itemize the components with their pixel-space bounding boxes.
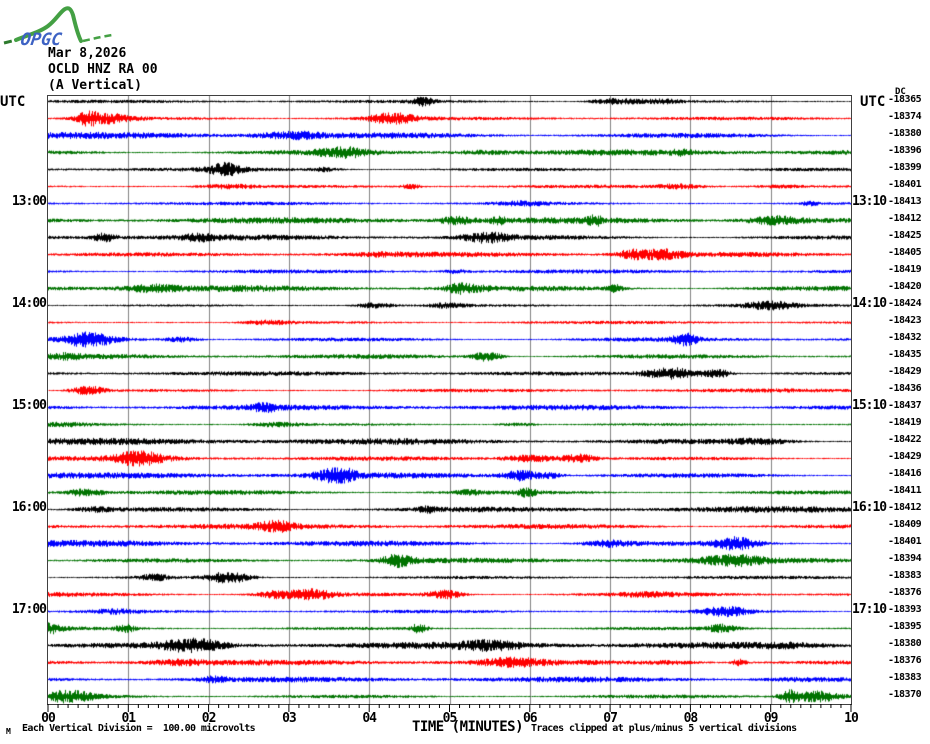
x-axis-label: 06 bbox=[522, 711, 538, 726]
left-hour-label: 14:00 bbox=[11, 296, 47, 311]
dc-value: -18365 bbox=[888, 94, 922, 105]
dc-value: -18419 bbox=[888, 417, 922, 428]
left-hour-label: 17:00 bbox=[11, 602, 47, 617]
dc-value: -18422 bbox=[888, 434, 922, 445]
dc-value: -18374 bbox=[888, 111, 922, 122]
clip-note: Traces clipped at plus/minus 5 vertical … bbox=[531, 723, 797, 734]
dc-value: -18383 bbox=[888, 570, 922, 581]
logo-mountain-left-dash bbox=[3, 38, 17, 45]
dc-value: -18423 bbox=[888, 315, 922, 326]
right-hour-label: 14:10 bbox=[852, 296, 887, 311]
dc-value: -18437 bbox=[888, 400, 922, 411]
dc-value: -18409 bbox=[888, 519, 922, 530]
dc-value: -18436 bbox=[888, 383, 922, 394]
x-axis-label: 09 bbox=[763, 711, 779, 726]
dc-value: -18394 bbox=[888, 553, 922, 564]
dc-value: -18413 bbox=[888, 196, 922, 207]
header-component: (A Vertical) bbox=[48, 78, 142, 93]
dc-value: -18380 bbox=[888, 638, 922, 649]
dc-value: -18412 bbox=[888, 502, 922, 513]
dc-value: -18376 bbox=[888, 655, 922, 666]
header-station: OCLD HNZ RA 00 bbox=[48, 62, 158, 77]
header-date: Mar 8,2026 bbox=[48, 46, 127, 61]
dc-value: -18429 bbox=[888, 366, 922, 377]
dc-value: -18405 bbox=[888, 247, 922, 258]
x-axis-label: 02 bbox=[201, 711, 217, 726]
logo-mountain-curve bbox=[14, 6, 83, 43]
dc-value: -18425 bbox=[888, 230, 922, 241]
right-hour-label: 15:10 bbox=[852, 398, 887, 413]
dc-value: -18411 bbox=[888, 485, 922, 496]
x-axis-label: 05 bbox=[442, 711, 458, 726]
x-axis-label: 10 bbox=[844, 711, 859, 726]
dc-value: -18424 bbox=[888, 298, 922, 309]
left-hour-label: 13:00 bbox=[11, 194, 47, 209]
dc-value: -18429 bbox=[888, 451, 922, 462]
dc-value: -18401 bbox=[888, 536, 922, 547]
logo-text: OPGC bbox=[19, 30, 63, 50]
dc-value: -18420 bbox=[888, 281, 922, 292]
dc-value: -18435 bbox=[888, 349, 922, 360]
utc-label-right: UTC bbox=[860, 94, 886, 110]
dc-value: -18401 bbox=[888, 179, 922, 190]
dc-value: -18399 bbox=[888, 162, 922, 173]
dc-value: -18376 bbox=[888, 587, 922, 598]
dc-value: -18419 bbox=[888, 264, 922, 275]
plot-area bbox=[47, 95, 852, 705]
logo-mountain-right-dash bbox=[82, 33, 113, 43]
opgc-logo: OPGC bbox=[3, 6, 113, 50]
right-hour-label: 17:10 bbox=[852, 602, 887, 617]
left-hour-label: 15:00 bbox=[11, 398, 47, 413]
dc-value: -18383 bbox=[888, 672, 922, 683]
x-axis-label: 08 bbox=[683, 711, 699, 726]
dc-value: -18380 bbox=[888, 128, 922, 139]
dc-column-label: DC bbox=[895, 87, 906, 97]
x-axis-label: 04 bbox=[362, 711, 377, 726]
dc-value: -18395 bbox=[888, 621, 922, 632]
dc-value: -18396 bbox=[888, 145, 922, 156]
dc-value: -18412 bbox=[888, 213, 922, 224]
dc-value: -18432 bbox=[888, 332, 922, 343]
x-axis-label: 03 bbox=[282, 711, 297, 726]
left-hour-label: 16:00 bbox=[11, 500, 47, 515]
x-axis-ticks bbox=[47, 704, 852, 712]
dc-value: -18416 bbox=[888, 468, 922, 479]
seismogram-traces bbox=[48, 96, 851, 704]
x-axis-label: 01 bbox=[121, 711, 136, 726]
x-axis-label: 00 bbox=[41, 711, 56, 726]
dc-value: -18393 bbox=[888, 604, 922, 615]
right-hour-label: 13:10 bbox=[852, 194, 887, 209]
utc-label-left: UTC bbox=[0, 94, 26, 110]
corner-mark: M bbox=[6, 727, 11, 736]
right-hour-label: 16:10 bbox=[852, 500, 887, 515]
x-axis-label: 07 bbox=[603, 711, 618, 726]
scale-note: Each Vertical Division = 100.00 microvol… bbox=[22, 723, 256, 734]
dc-value: -18370 bbox=[888, 689, 922, 700]
x-axis-title: TIME (MINUTES) bbox=[412, 719, 524, 735]
